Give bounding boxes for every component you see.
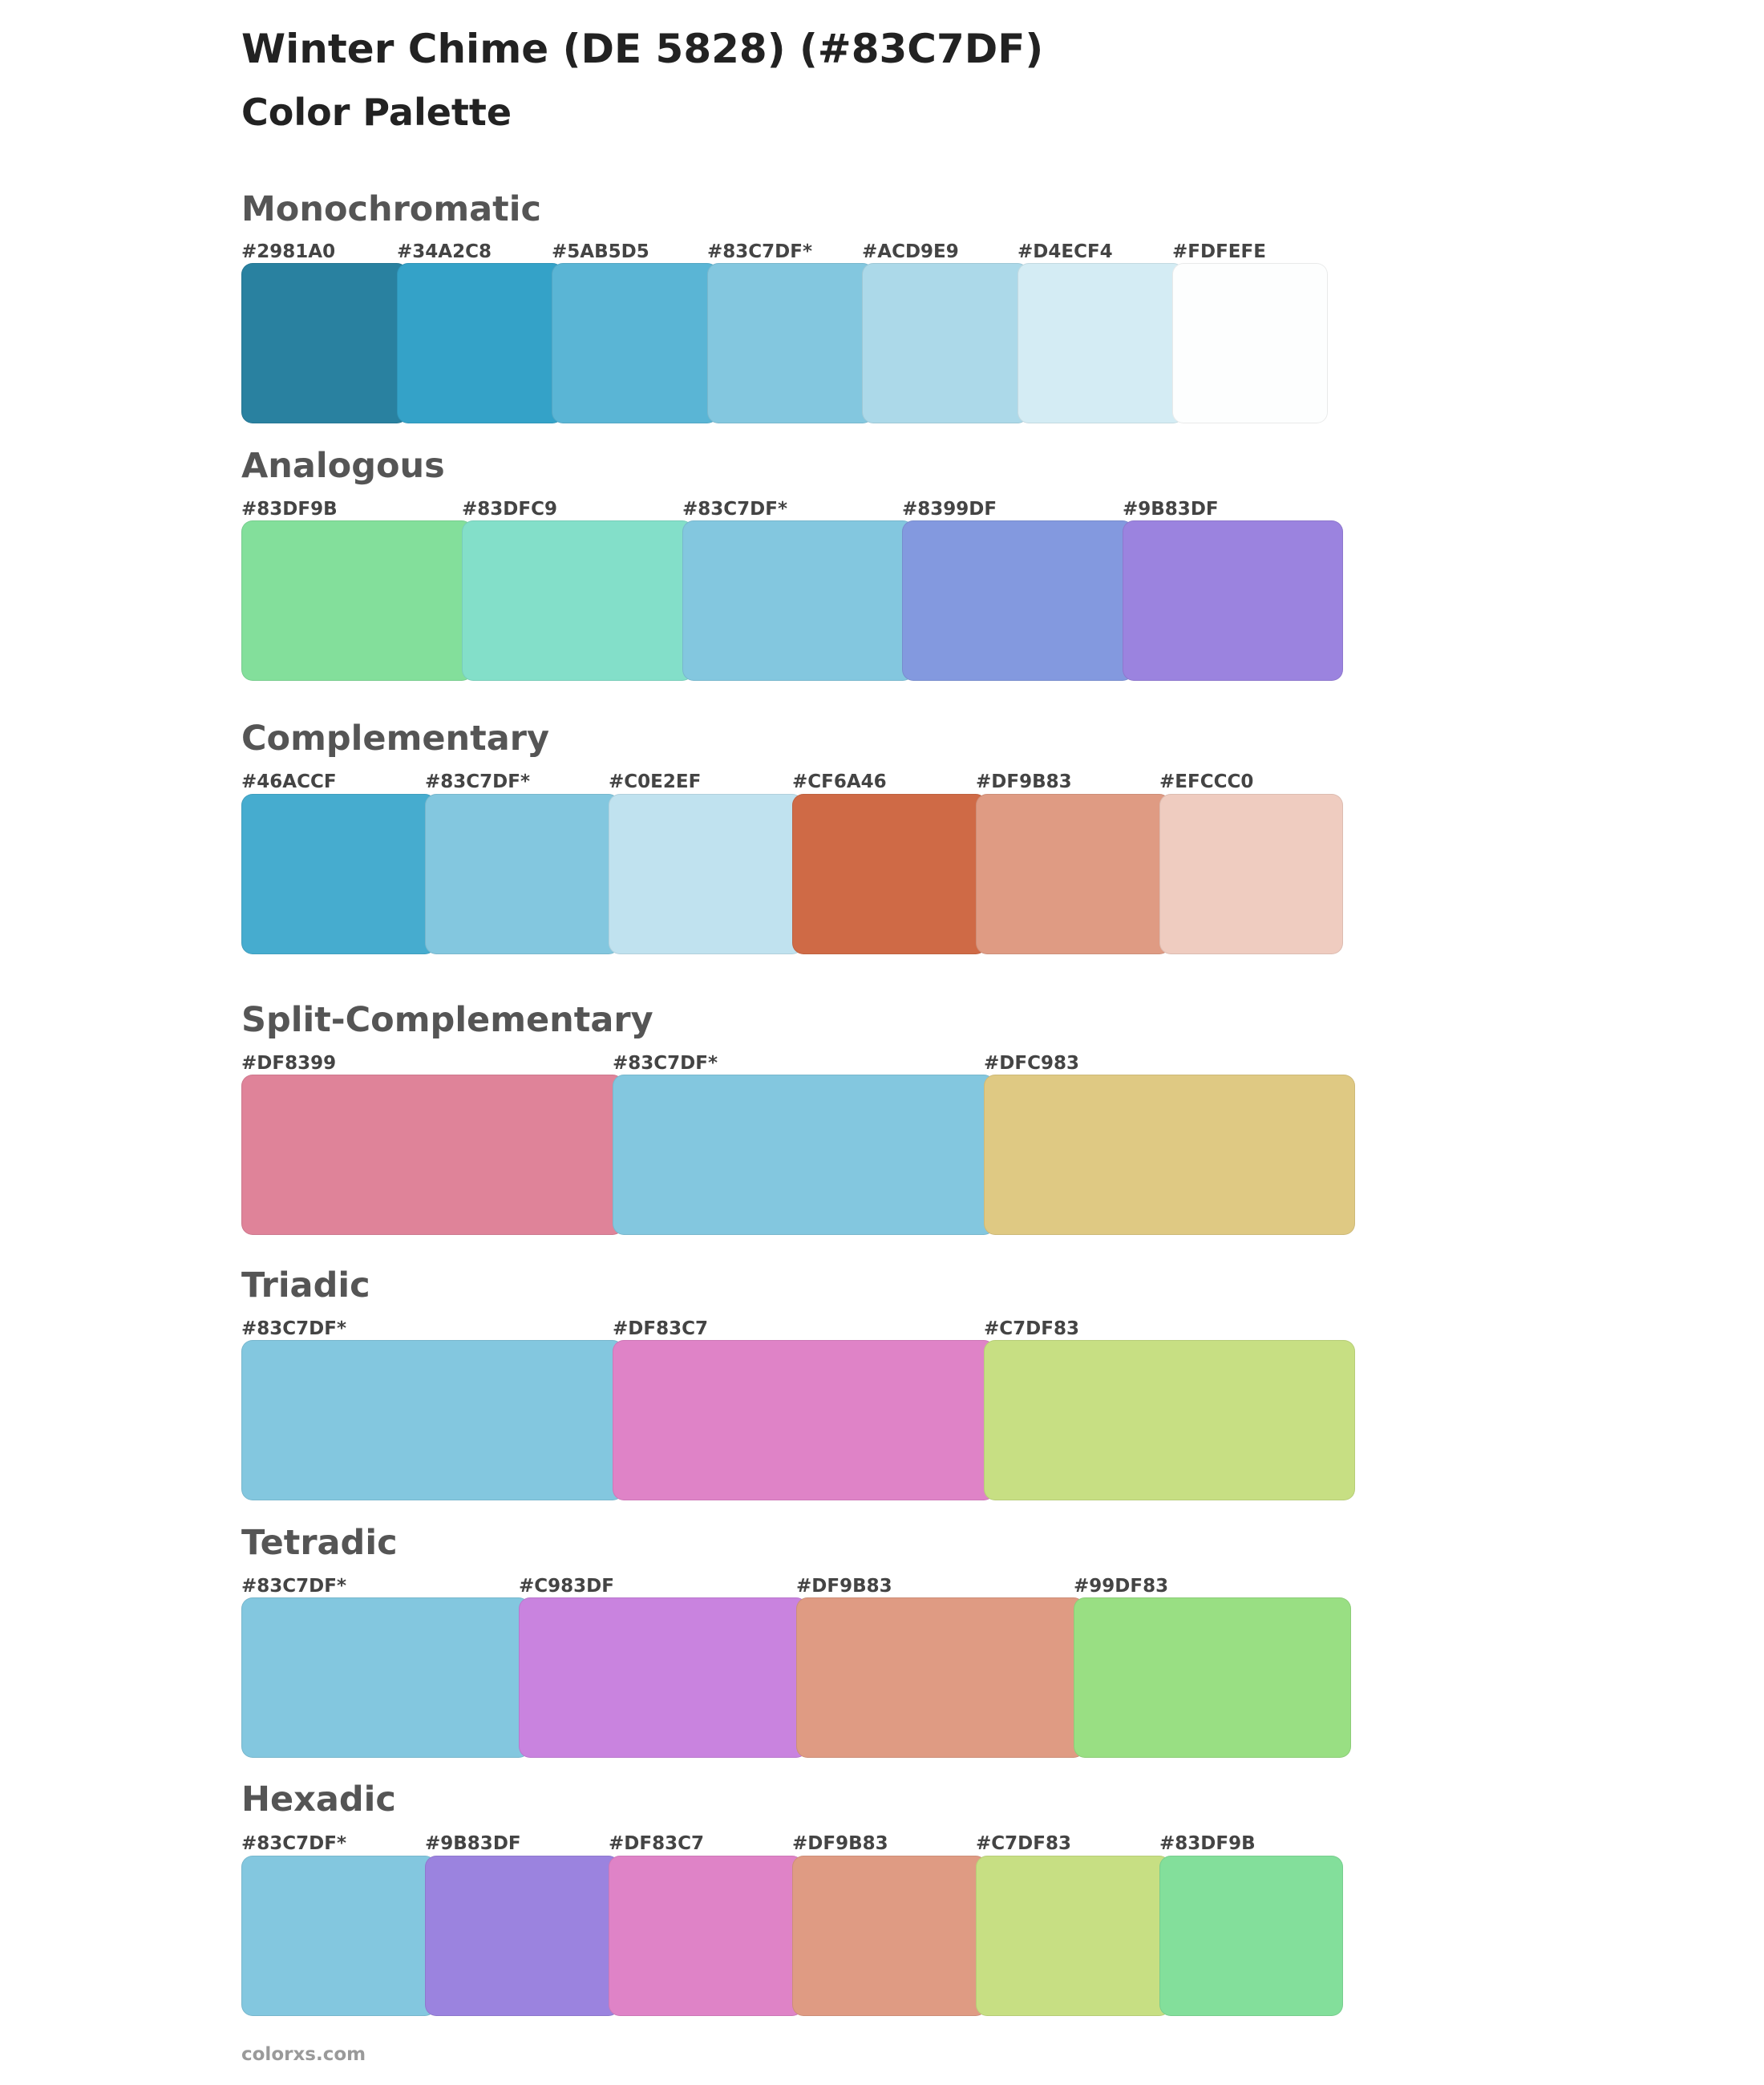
swatch-hex-label: #83C7DF* (241, 1318, 346, 1339)
color-swatch[interactable] (613, 1340, 995, 1500)
color-swatch[interactable] (984, 1075, 1355, 1235)
color-swatch[interactable] (241, 520, 473, 681)
color-swatch[interactable] (976, 1856, 1171, 2016)
color-swatch[interactable] (1159, 1856, 1343, 2016)
swatch-hex-label: #83C7DF* (707, 241, 812, 262)
swatch-labels-analogous: #83DF9B #83DFC9 #83C7DF* #8399DF #9B83DF (241, 497, 1343, 521)
color-swatch[interactable] (241, 1340, 624, 1500)
swatch-labels-split-complementary: #DF8399 #83C7DF* #DFC983 (241, 1051, 1355, 1075)
swatch-hex-label: #83DF9B (241, 499, 338, 520)
color-swatch[interactable] (1074, 1597, 1351, 1758)
swatch-row-triadic (241, 1340, 1355, 1500)
swatch-hex-label: #46ACCF (241, 771, 337, 792)
color-swatch[interactable] (984, 1340, 1355, 1500)
color-swatch[interactable] (609, 1856, 803, 2016)
page-subtitle: Color Palette (241, 91, 512, 134)
swatch-hex-label: #EFCCC0 (1159, 771, 1254, 792)
swatch-hex-label: #83C7DF* (682, 499, 787, 520)
color-swatch[interactable] (609, 794, 803, 954)
swatch-hex-label: #D4ECF4 (1018, 241, 1113, 262)
page-title: Winter Chime (DE 5828) (#83C7DF) (241, 26, 1044, 72)
swatch-hex-label: #2981A0 (241, 241, 336, 262)
swatch-row-monochromatic (241, 263, 1328, 423)
swatch-labels-triadic: #83C7DF* #DF83C7 #C7DF83 (241, 1317, 1355, 1341)
swatch-hex-label: #83DFC9 (462, 499, 557, 520)
color-swatch[interactable] (1123, 520, 1343, 681)
color-swatch[interactable] (862, 263, 1029, 423)
color-swatch[interactable] (425, 1856, 620, 2016)
color-swatch[interactable] (613, 1075, 995, 1235)
color-swatch[interactable] (796, 1597, 1085, 1758)
swatch-hex-label: #8399DF (902, 499, 997, 520)
color-swatch[interactable] (976, 794, 1171, 954)
swatch-labels-complementary: #46ACCF #83C7DF* #C0E2EF #CF6A46 #DF9B83 #EFC… (241, 770, 1343, 794)
swatch-hex-label: #99DF83 (1074, 1576, 1169, 1597)
swatch-hex-label: #CF6A46 (792, 771, 887, 792)
swatch-hex-label: #C7DF83 (976, 1833, 1071, 1854)
swatch-hex-label: #DF8399 (241, 1053, 337, 1074)
color-swatch[interactable] (241, 794, 436, 954)
swatch-hex-label: #DFC983 (984, 1053, 1079, 1074)
color-swatch[interactable] (1159, 794, 1343, 954)
section-title-triadic: Triadic (241, 1265, 370, 1306)
swatch-labels-tetradic: #83C7DF* #C983DF #DF9B83 #99DF83 (241, 1574, 1351, 1598)
color-swatch[interactable] (1018, 263, 1184, 423)
color-swatch[interactable] (241, 1075, 624, 1235)
swatch-hex-label: #DF9B83 (792, 1833, 888, 1854)
swatch-row-complementary (241, 794, 1343, 954)
swatch-row-hexadic (241, 1856, 1343, 2016)
color-swatch[interactable] (241, 263, 408, 423)
color-swatch[interactable] (1172, 263, 1328, 423)
color-swatch[interactable] (397, 263, 564, 423)
color-swatch[interactable] (682, 520, 914, 681)
swatch-row-tetradic (241, 1597, 1351, 1758)
swatch-labels-hexadic: #83C7DF* #9B83DF #DF83C7 #DF9B83 #C7DF83 #83D… (241, 1832, 1343, 1856)
swatch-hex-label: #5AB5D5 (552, 241, 649, 262)
swatch-hex-label: #DF9B83 (796, 1576, 892, 1597)
swatch-hex-label: #83C7DF* (241, 1833, 346, 1854)
swatch-hex-label: #C7DF83 (984, 1318, 1079, 1339)
swatch-hex-label: #34A2C8 (397, 241, 492, 262)
swatch-hex-label: #83DF9B (1159, 1833, 1256, 1854)
section-title-monochromatic: Monochromatic (241, 189, 541, 229)
color-swatch[interactable] (792, 794, 987, 954)
color-swatch[interactable] (792, 1856, 987, 2016)
section-title-split-complementary: Split-Complementary (241, 1000, 653, 1040)
swatch-hex-label: #9B83DF (425, 1833, 521, 1854)
color-swatch[interactable] (425, 794, 620, 954)
color-swatch[interactable] (519, 1597, 807, 1758)
swatch-hex-label: #DF9B83 (976, 771, 1072, 792)
color-swatch[interactable] (902, 520, 1134, 681)
swatch-hex-label: #FDFEFE (1172, 241, 1266, 262)
swatch-hex-label: #DF83C7 (613, 1318, 708, 1339)
swatch-row-split-complementary (241, 1075, 1355, 1235)
color-swatch[interactable] (462, 520, 694, 681)
swatch-hex-label: #9B83DF (1123, 499, 1219, 520)
color-swatch[interactable] (241, 1597, 530, 1758)
color-swatch[interactable] (552, 263, 718, 423)
swatch-hex-label: #83C7DF* (425, 771, 530, 792)
footer-site-name: colorxs.com (241, 2044, 366, 2065)
color-swatch[interactable] (707, 263, 874, 423)
swatch-hex-label: #83C7DF* (241, 1576, 346, 1597)
swatch-labels-monochromatic: #2981A0 #34A2C8 #5AB5D5 #83C7DF* #ACD9E9 #D4E… (241, 240, 1328, 264)
swatch-hex-label: #DF83C7 (609, 1833, 704, 1854)
color-swatch[interactable] (241, 1856, 436, 2016)
section-title-complementary: Complementary (241, 719, 549, 759)
swatch-hex-label: #ACD9E9 (862, 241, 959, 262)
section-title-analogous: Analogous (241, 446, 445, 486)
swatch-hex-label: #C0E2EF (609, 771, 702, 792)
section-title-hexadic: Hexadic (241, 1779, 396, 1820)
section-title-tetradic: Tetradic (241, 1523, 398, 1563)
swatch-hex-label: #83C7DF* (613, 1053, 718, 1074)
swatch-hex-label: #C983DF (519, 1576, 614, 1597)
swatch-row-analogous (241, 520, 1343, 681)
